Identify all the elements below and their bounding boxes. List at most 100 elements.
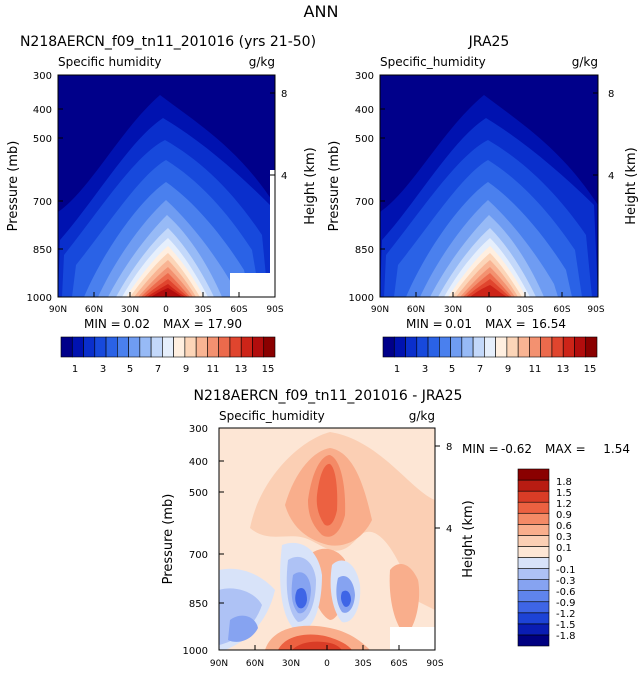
y-tick-label: 850 xyxy=(189,599,208,610)
x-tick-label: 90S xyxy=(587,305,604,315)
y-tick-label: 700 xyxy=(189,550,208,561)
y2-tick-label: 4 xyxy=(608,171,614,182)
colorbar-swatch xyxy=(450,336,463,358)
y2-tick-label: 8 xyxy=(281,89,287,100)
variable-label: Specific_humidity xyxy=(380,55,486,69)
max-label: MAX = xyxy=(545,442,586,456)
colorbar-label: 1 xyxy=(394,364,400,375)
colorbar-label: 0.3 xyxy=(556,532,572,543)
x-ticks: 90N 60N 30N 0 30S 60S 90S xyxy=(49,292,284,315)
colorbar-label: 13 xyxy=(235,364,248,375)
colorbar-swatch xyxy=(128,336,141,358)
colorbar-swatch xyxy=(517,612,550,625)
colorbar-swatch xyxy=(139,336,152,358)
colorbar-label: -0.6 xyxy=(556,587,576,598)
y2-axis-label: Height (km) xyxy=(461,500,476,577)
panel-left: N218AERCN_f09_tn11_201016 (yrs 21-50) Sp… xyxy=(6,34,318,375)
colorbar-swatch xyxy=(382,336,395,358)
x-tick-label: 90S xyxy=(266,305,283,315)
colorbar-label: 11 xyxy=(529,364,542,375)
colorbar-swatch xyxy=(517,524,550,536)
units-label: g/kg xyxy=(249,55,275,69)
x-tick-label: 60N xyxy=(246,659,264,669)
panel-title: JRA25 xyxy=(468,34,510,50)
colorbar-swatch xyxy=(517,557,550,569)
colorbar-swatch xyxy=(252,336,265,358)
colorbar-swatch xyxy=(184,336,197,358)
colorbar-swatch xyxy=(195,336,208,358)
colorbar-label: 15 xyxy=(262,364,275,375)
colorbar-label: 3 xyxy=(422,364,428,375)
colorbar-swatch xyxy=(517,623,550,636)
y-tick-label: 850 xyxy=(33,245,52,256)
colorbar-swatch xyxy=(405,336,418,358)
x-tick-label: 60S xyxy=(230,305,247,315)
colorbar-swatch xyxy=(562,336,575,358)
colorbar-swatch xyxy=(517,546,550,558)
y-tick-label: 1000 xyxy=(183,646,208,657)
colorbar-label: 9 xyxy=(505,364,511,375)
min-label: MIN = xyxy=(462,442,499,456)
colorbar-swatch xyxy=(506,336,519,358)
y2-tick-label: 8 xyxy=(446,442,452,453)
colorbar-label: 1.5 xyxy=(556,488,572,499)
x-tick-label: 60S xyxy=(553,305,570,315)
colorbar-swatch xyxy=(517,490,550,503)
y-tick-label: 500 xyxy=(33,134,52,145)
colorbar-labels: 1 3 5 7 9 11 13 15 xyxy=(72,364,275,375)
colorbar-label: -0.3 xyxy=(556,576,576,587)
colorbar-swatch xyxy=(416,336,429,358)
colorbar-swatch xyxy=(517,336,530,358)
units-label: g/kg xyxy=(572,55,598,69)
y-axis-label: Pressure (mb) xyxy=(161,494,176,585)
page-title: ANN xyxy=(304,2,339,21)
colorbar-swatch xyxy=(461,336,474,358)
max-value: 1.54 xyxy=(603,442,630,456)
colorbar-swatch xyxy=(540,336,553,358)
colorbar-swatch xyxy=(517,601,550,614)
contour-field xyxy=(219,428,435,650)
colorbar-label: -0.1 xyxy=(556,565,576,576)
y-axis-label: Pressure (mb) xyxy=(6,141,21,232)
y-ticks: 300 400 500 700 850 1000 xyxy=(183,424,224,657)
panel-right: JRA25 Specific_humidity g/kg 300 4 xyxy=(327,34,639,375)
max-value: 17.90 xyxy=(208,317,242,331)
colorbar-label: 0.9 xyxy=(556,510,572,521)
colorbar-swatch xyxy=(60,336,73,358)
y-tick-label: 850 xyxy=(355,245,374,256)
colorbar-label: -1.5 xyxy=(556,620,576,631)
y-tick-label: 300 xyxy=(189,424,208,435)
min-label: MIN = xyxy=(84,317,121,331)
min-label: MIN = xyxy=(406,317,443,331)
colorbar-swatch xyxy=(229,336,242,358)
y-tick-label: 500 xyxy=(189,488,208,499)
colorbar-label: -1.8 xyxy=(556,631,576,642)
colorbar-swatch xyxy=(517,512,550,525)
x-tick-label: 90N xyxy=(210,659,228,669)
y-tick-label: 400 xyxy=(33,105,52,116)
y2-axis-label: Height (km) xyxy=(303,147,318,224)
colorbar-swatch xyxy=(517,535,550,547)
colorbar-label: 0 xyxy=(556,554,562,565)
colorbar-swatch xyxy=(207,336,219,358)
x-tick-label: 0 xyxy=(486,305,492,315)
colorbar-swatch xyxy=(472,336,485,358)
colorbar-swatch xyxy=(574,336,587,358)
colorbar-label: 0.6 xyxy=(556,521,572,532)
colorbar-swatch xyxy=(517,568,550,580)
x-tick-label: 60N xyxy=(407,305,425,315)
colorbar-swatch xyxy=(150,336,163,358)
x-tick-label: 90N xyxy=(371,305,389,315)
colorbar-swatch xyxy=(551,336,564,358)
units-label: g/kg xyxy=(409,409,435,423)
y-tick-label: 500 xyxy=(355,134,374,145)
colorbar-label: 9 xyxy=(183,364,189,375)
colorbar-label: 11 xyxy=(207,364,220,375)
colorbar-swatch xyxy=(240,336,253,358)
max-label: MAX = xyxy=(163,317,204,331)
colorbar-labels: 1 3 5 7 9 11 13 15 xyxy=(394,364,597,375)
colorbar-right xyxy=(382,336,598,358)
colorbar-swatch xyxy=(484,336,496,358)
x-tick-label: 30N xyxy=(282,659,300,669)
x-tick-label: 90N xyxy=(49,305,67,315)
